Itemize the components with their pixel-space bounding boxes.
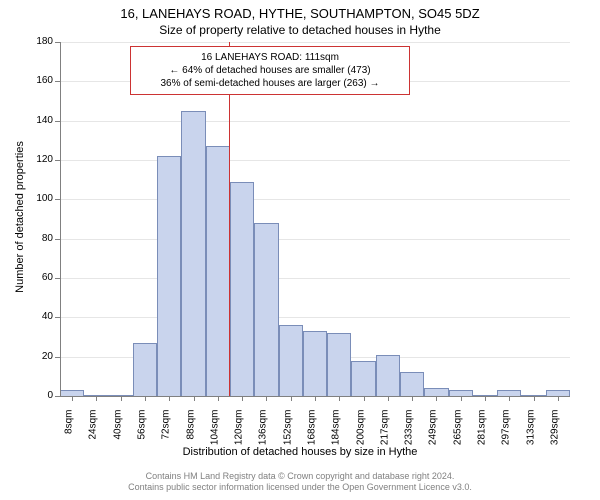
histogram-bar bbox=[181, 111, 205, 396]
x-tick-label: 104sqm bbox=[209, 410, 220, 455]
y-tick-label: 180 bbox=[25, 36, 53, 47]
x-axis-line bbox=[60, 396, 570, 397]
chart-plot-area bbox=[60, 42, 570, 396]
histogram-bar bbox=[230, 182, 254, 396]
x-tick-label: 24sqm bbox=[88, 410, 99, 455]
x-tick-label: 72sqm bbox=[161, 410, 172, 455]
reference-marker-line bbox=[229, 42, 230, 396]
x-tick-label: 281sqm bbox=[477, 410, 488, 455]
x-tick-label: 313sqm bbox=[525, 410, 536, 455]
y-tick-label: 40 bbox=[25, 311, 53, 322]
x-tick-label: 184sqm bbox=[331, 410, 342, 455]
footer-line-1: Contains HM Land Registry data © Crown c… bbox=[0, 471, 600, 483]
y-tick-label: 0 bbox=[25, 390, 53, 401]
x-tick-label: 56sqm bbox=[137, 410, 148, 455]
x-tick-label: 88sqm bbox=[185, 410, 196, 455]
footer-attribution: Contains HM Land Registry data © Crown c… bbox=[0, 471, 600, 494]
gridline bbox=[60, 239, 570, 240]
x-tick-label: 120sqm bbox=[234, 410, 245, 455]
gridline bbox=[60, 199, 570, 200]
histogram-bar bbox=[254, 223, 278, 396]
x-tick-label: 152sqm bbox=[282, 410, 293, 455]
histogram-bar bbox=[424, 388, 448, 396]
x-tick-label: 265sqm bbox=[452, 410, 463, 455]
x-tick-label: 8sqm bbox=[64, 410, 75, 455]
y-tick-label: 80 bbox=[25, 233, 53, 244]
y-tick-label: 160 bbox=[25, 75, 53, 86]
y-axis-line bbox=[60, 42, 61, 396]
x-tick-label: 217sqm bbox=[379, 410, 390, 455]
histogram-bar bbox=[133, 343, 157, 396]
x-tick-label: 40sqm bbox=[112, 410, 123, 455]
gridline bbox=[60, 317, 570, 318]
histogram-bar bbox=[279, 325, 303, 396]
histogram-bar bbox=[400, 372, 424, 396]
x-tick-label: 233sqm bbox=[404, 410, 415, 455]
y-tick-label: 20 bbox=[25, 351, 53, 362]
histogram-bar bbox=[327, 333, 351, 396]
histogram-bar bbox=[351, 361, 375, 396]
x-tick-label: 329sqm bbox=[549, 410, 560, 455]
y-tick-label: 60 bbox=[25, 272, 53, 283]
y-tick-label: 140 bbox=[25, 115, 53, 126]
y-tick-label: 100 bbox=[25, 193, 53, 204]
annotation-line-2: ← 64% of detached houses are smaller (47… bbox=[139, 64, 401, 77]
histogram-bar bbox=[303, 331, 327, 396]
x-tick-label: 249sqm bbox=[428, 410, 439, 455]
y-tick-label: 120 bbox=[25, 154, 53, 165]
chart-title-sub: Size of property relative to detached ho… bbox=[0, 21, 600, 37]
histogram-bar bbox=[157, 156, 181, 396]
gridline bbox=[60, 278, 570, 279]
gridline bbox=[60, 121, 570, 122]
gridline bbox=[60, 160, 570, 161]
annotation-line-1: 16 LANEHAYS ROAD: 111sqm bbox=[139, 51, 401, 64]
chart-title-main: 16, LANEHAYS ROAD, HYTHE, SOUTHAMPTON, S… bbox=[0, 0, 600, 21]
histogram-bar bbox=[376, 355, 400, 396]
x-tick-label: 297sqm bbox=[501, 410, 512, 455]
x-tick-label: 136sqm bbox=[258, 410, 269, 455]
gridline bbox=[60, 42, 570, 43]
annotation-line-3: 36% of semi-detached houses are larger (… bbox=[139, 77, 401, 90]
x-tick-label: 200sqm bbox=[355, 410, 366, 455]
annotation-box: 16 LANEHAYS ROAD: 111sqm ← 64% of detach… bbox=[130, 46, 410, 95]
histogram-bar bbox=[206, 146, 230, 396]
footer-line-2: Contains public sector information licen… bbox=[0, 482, 600, 494]
x-tick-label: 168sqm bbox=[307, 410, 318, 455]
